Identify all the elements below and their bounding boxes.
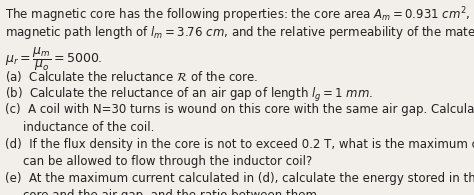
Text: (a)  Calculate the reluctance $\mathcal{R}$ of the core.: (a) Calculate the reluctance $\mathcal{R… [5,69,258,84]
Text: (c)  A coil with N=30 turns is wound on this core with the same air gap. Calcula: (c) A coil with N=30 turns is wound on t… [5,103,474,116]
Text: (b)  Calculate the reluctance of an air gap of length $l_g = 1\ mm$.: (b) Calculate the reluctance of an air g… [5,86,373,104]
Text: (d)  If the flux density in the core is not to exceed 0.2 T, what is the maximum: (d) If the flux density in the core is n… [5,138,474,151]
Text: inductance of the coil.: inductance of the coil. [23,121,154,134]
Text: core and the air gap, and the ratio between them.: core and the air gap, and the ratio betw… [23,189,320,195]
Text: The magnetic core has the following properties: the core area $A_m = 0.931\ cm^2: The magnetic core has the following prop… [5,6,474,26]
Text: magnetic path length of $l_m = 3.76\ cm$, and the relative permeability of the m: magnetic path length of $l_m = 3.76\ cm$… [5,24,474,41]
Text: (e)  At the maximum current calculated in (d), calculate the energy stored in th: (e) At the maximum current calculated in… [5,172,474,185]
Text: $\mu_r = \dfrac{\mu_m}{\mu_o} = 5000.$: $\mu_r = \dfrac{\mu_m}{\mu_o} = 5000.$ [5,45,102,73]
Text: can be allowed to flow through the inductor coil?: can be allowed to flow through the induc… [23,155,312,168]
